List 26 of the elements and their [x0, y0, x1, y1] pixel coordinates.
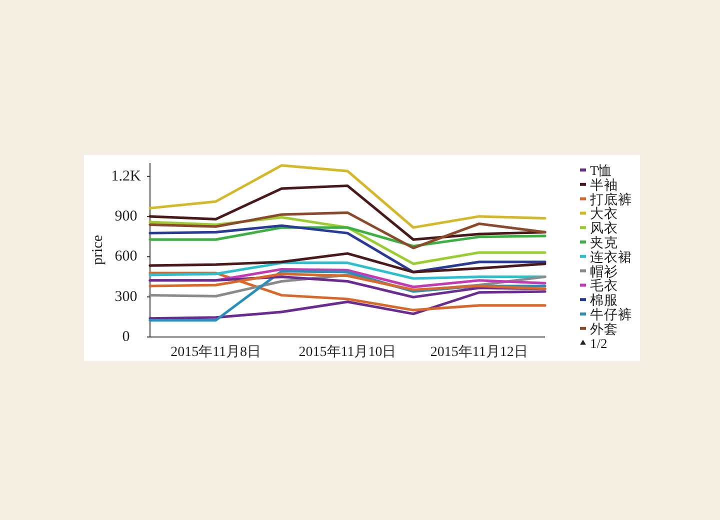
legend-label: 夹克	[590, 235, 618, 250]
line-series	[148, 211, 546, 250]
legend-label: 外套	[590, 321, 618, 336]
y-axis-title: price	[90, 234, 106, 265]
line-series	[148, 252, 546, 274]
legend-label: 连衣裙	[590, 249, 632, 264]
line-series	[148, 164, 546, 229]
legend-label: T恤	[590, 163, 612, 178]
legend-label: 风衣	[590, 220, 618, 236]
x-tick-label: 2015年11月10日	[298, 344, 396, 360]
x-tick-label: 2015年11月12日	[430, 344, 528, 360]
y-tick-label: 300	[114, 288, 138, 305]
line-series	[148, 224, 546, 274]
x-tick-label: 2015年11月8日	[170, 344, 262, 360]
y-tick-label: 900	[114, 208, 138, 225]
legend-label: 大衣	[590, 206, 618, 222]
legend-label: 半袖	[590, 177, 618, 192]
legend-label: 棉服	[590, 292, 618, 308]
legend-label: 牛仔裤	[590, 307, 632, 322]
legend-label: 帽衫	[590, 264, 618, 279]
y-tick-label: 0	[122, 329, 130, 345]
y-tick-label: 1.2K	[111, 168, 141, 184]
y-tick-label: 600	[114, 248, 138, 265]
text: 1/2	[590, 336, 608, 351]
legend-label: 毛衣	[590, 278, 618, 294]
legend-label: 打底裤	[589, 192, 632, 207]
